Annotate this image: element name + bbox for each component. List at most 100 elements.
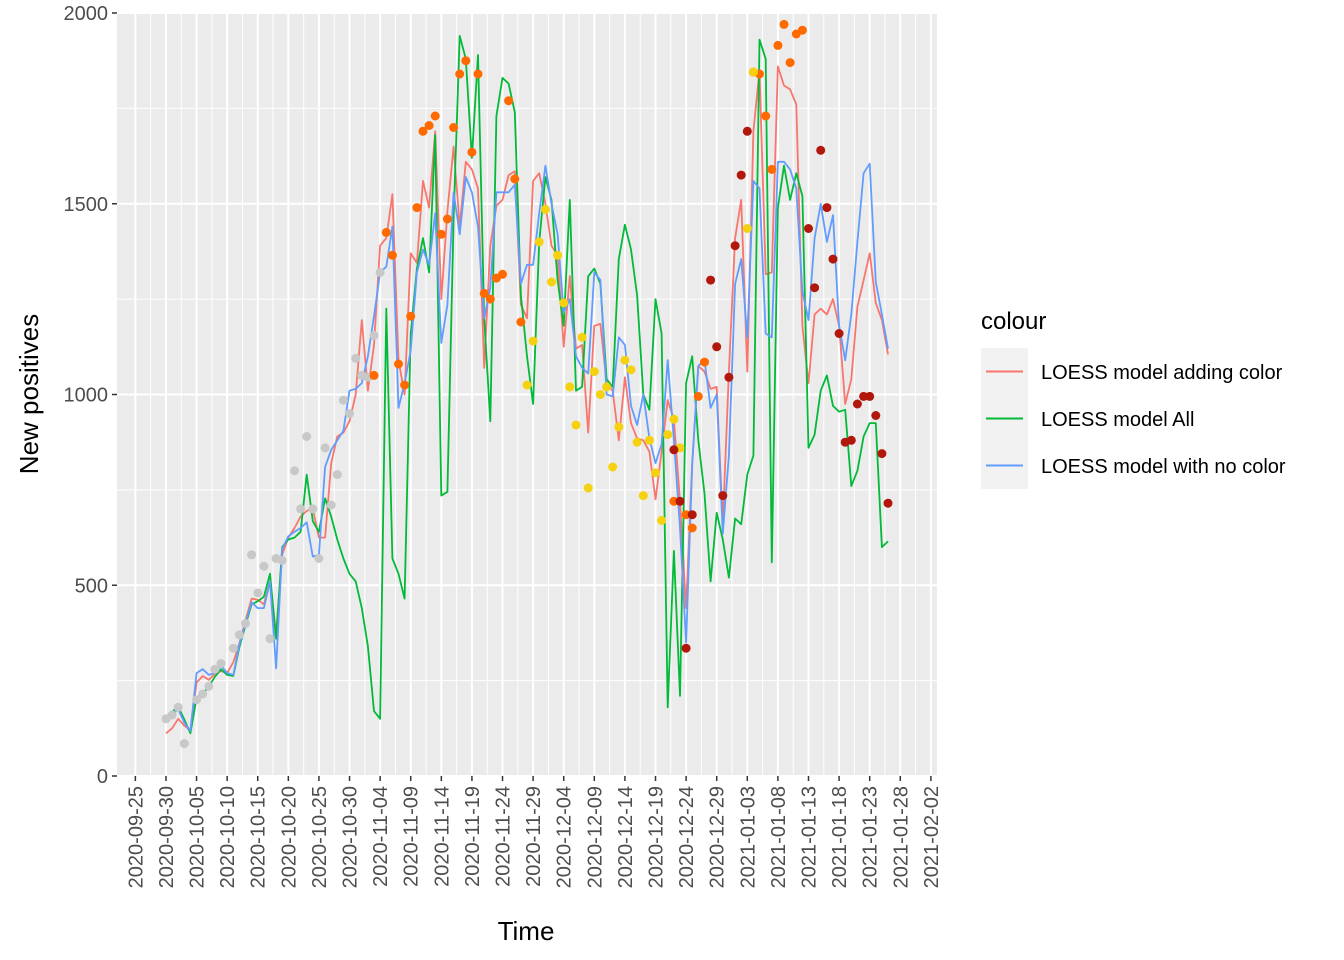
legend-items: LOESS model adding color LOESS model All L… [981, 348, 1286, 489]
data-point [381, 227, 391, 237]
data-point [173, 702, 183, 712]
data-point [516, 317, 526, 327]
data-point [846, 435, 856, 445]
data-point [351, 353, 361, 363]
data-point [345, 409, 354, 419]
y-tick-label: 0 [97, 766, 108, 788]
data-point [761, 111, 771, 121]
data-point [314, 554, 324, 563]
data-point [730, 241, 740, 251]
x-tick-label: 2021-01-28 [890, 786, 912, 888]
data-point [779, 19, 789, 29]
data-point [498, 269, 507, 279]
series-layer [161, 19, 893, 749]
data-point [547, 277, 556, 287]
data-point [296, 504, 306, 514]
data-point [534, 237, 544, 247]
data-point [816, 145, 826, 155]
data-point [669, 445, 679, 455]
data-point [822, 203, 832, 213]
legend-label: LOESS model adding color [1041, 362, 1283, 384]
data-point [302, 432, 312, 441]
data-point [797, 25, 807, 35]
x-tick-label: 2021-02-02 [921, 786, 943, 888]
data-point [387, 250, 397, 260]
data-point [510, 174, 520, 184]
data-point [553, 250, 563, 260]
data-point [400, 380, 410, 390]
x-axis: 2020-09-25 2020-09-30 2020-10-05 2020-10-10… [125, 776, 943, 888]
x-tick-label: 2020-12-14 [615, 786, 637, 888]
data-point [277, 556, 287, 565]
data-point [693, 391, 703, 401]
data-point [424, 121, 434, 130]
data-point [614, 422, 624, 432]
x-tick-label: 2020-11-14 [431, 786, 453, 887]
data-point [192, 695, 202, 705]
data-point [834, 329, 844, 338]
y-axis-title: New positives [14, 314, 44, 474]
data-point [167, 710, 177, 720]
data-point [620, 355, 630, 365]
data-point [736, 170, 746, 180]
data-point [651, 468, 660, 478]
data-point [406, 311, 416, 321]
x-tick-label: 2020-10-10 [217, 786, 239, 888]
data-point [241, 618, 250, 628]
data-point [320, 443, 330, 453]
y-tick-label: 2000 [64, 3, 109, 25]
data-point [394, 359, 403, 369]
data-point [706, 275, 716, 285]
x-tick-label: 2020-11-24 [493, 786, 515, 887]
legend-title: colour [981, 308, 1046, 335]
data-point [804, 224, 813, 233]
x-axis-title: Time [498, 916, 555, 946]
grid-major [117, 12, 937, 777]
data-point [608, 462, 618, 472]
data-point [871, 411, 881, 420]
data-point [528, 336, 538, 346]
x-tick-label: 2020-11-04 [370, 786, 392, 887]
data-point [418, 126, 428, 136]
data-point [638, 491, 648, 501]
y-axis: 0 500 1000 1500 2000 [64, 3, 117, 788]
data-point [326, 500, 336, 510]
data-point [332, 470, 342, 480]
x-tick-label: 2020-09-25 [125, 786, 147, 888]
data-point [785, 58, 795, 68]
legend-label: LOESS model with no color [1041, 456, 1286, 478]
data-point [265, 634, 275, 644]
data-point [540, 205, 550, 214]
x-tick-label: 2020-10-20 [278, 786, 300, 888]
x-tick-label: 2020-12-29 [707, 786, 729, 888]
data-point [663, 430, 673, 440]
data-point [449, 123, 459, 132]
data-point [583, 483, 593, 493]
y-tick-label: 1000 [64, 385, 109, 407]
data-point [724, 372, 734, 382]
data-point [810, 283, 820, 293]
data-point [473, 69, 483, 79]
x-tick-label: 2021-01-13 [798, 786, 820, 888]
data-point [681, 643, 691, 653]
data-point [253, 588, 263, 598]
data-point [247, 550, 257, 560]
data-point [742, 126, 752, 136]
x-tick-label: 2020-11-09 [401, 786, 423, 887]
data-point [595, 390, 605, 399]
data-point [669, 414, 679, 424]
data-point [259, 561, 269, 571]
data-point [565, 382, 575, 392]
data-point [504, 96, 514, 106]
data-point [742, 224, 752, 233]
data-point [436, 229, 446, 239]
data-point [675, 496, 685, 506]
data-point [687, 510, 697, 520]
data-point [412, 203, 422, 213]
data-point [700, 357, 709, 367]
data-point [589, 367, 599, 377]
x-tick-label: 2020-12-04 [554, 786, 576, 888]
data-point [865, 391, 875, 401]
data-point [479, 288, 489, 298]
